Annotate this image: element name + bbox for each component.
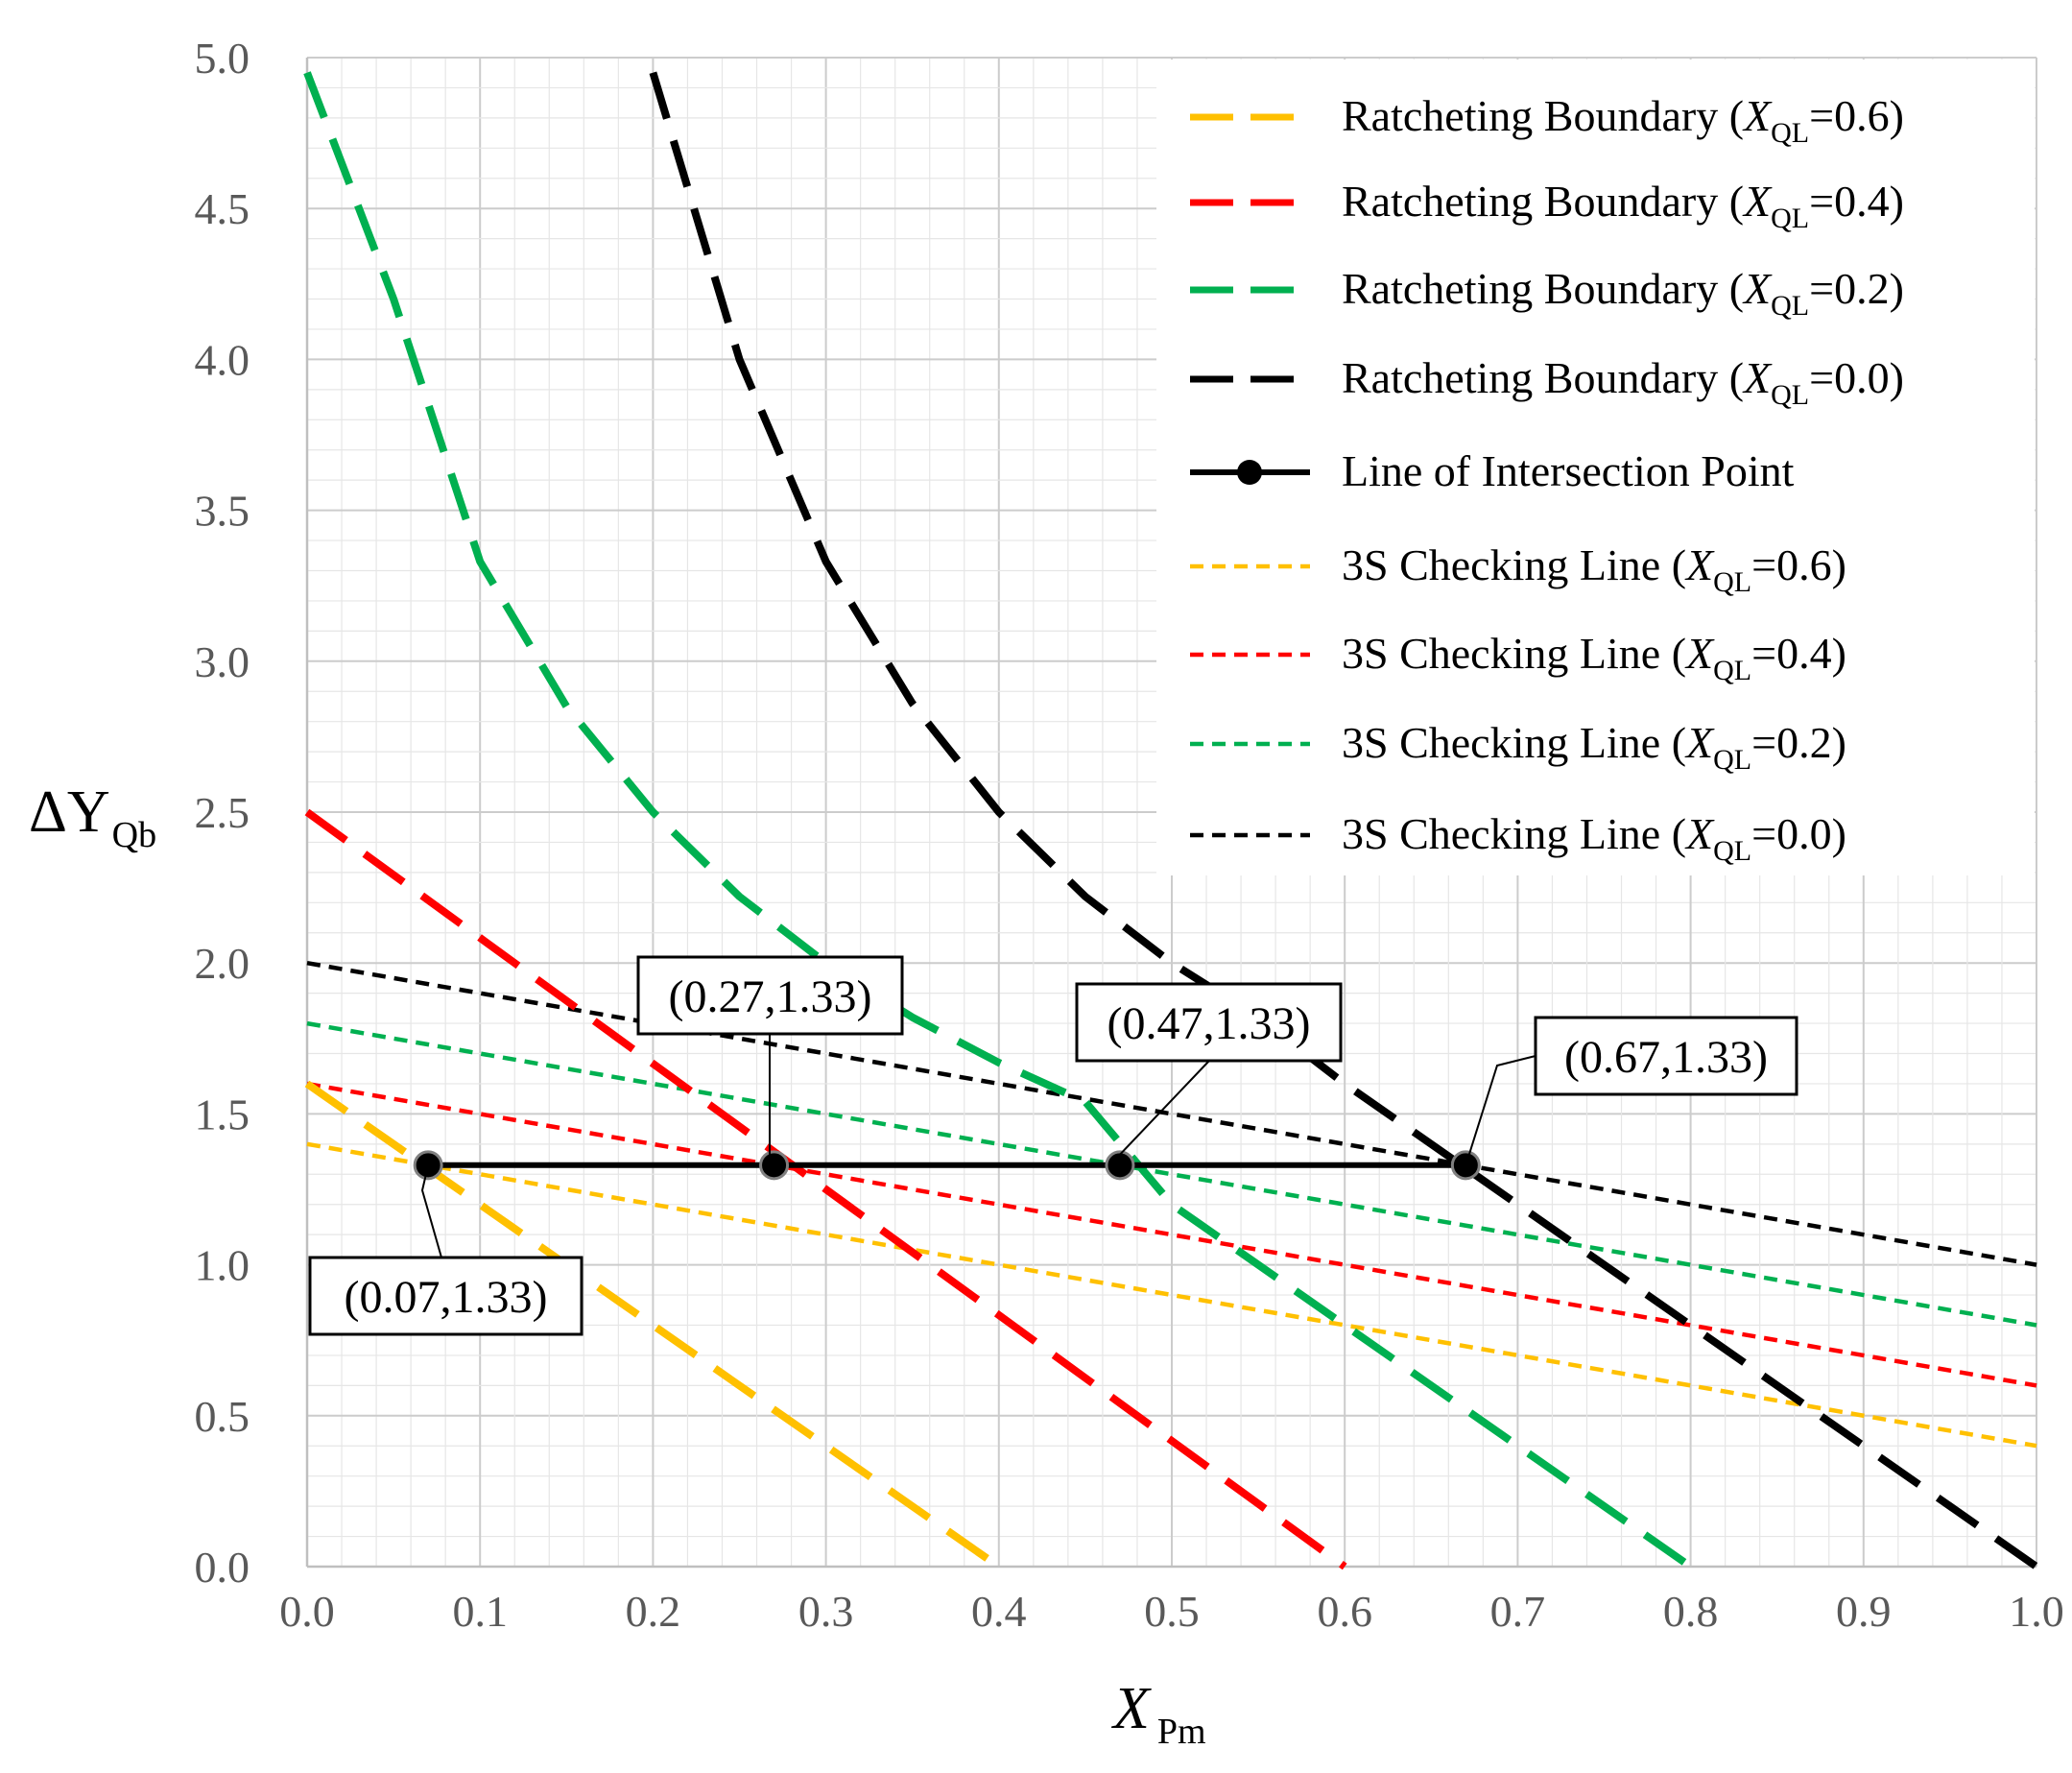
series-line: [306, 1081, 2037, 1388]
annotation-box: [636, 955, 904, 1036]
y-tick-label: 3.5: [195, 487, 250, 536]
annotation-box: [308, 1256, 583, 1336]
x-tick-label: 0.0: [279, 1587, 335, 1636]
y-tick-label: 0.0: [195, 1543, 250, 1592]
annotations: (0.07,1.33) (0.27,1.33) (0.47,1.33) (0.67,1…: [308, 955, 1798, 1336]
series-line: [306, 1141, 2037, 1449]
x-tick-label: 0.3: [798, 1587, 854, 1636]
y-tick-label: 2.5: [195, 788, 250, 837]
series-line: [304, 808, 1347, 1570]
axis-titles: X Pm ΔYQb: [29, 779, 1206, 1752]
y-tick-label: 1.5: [195, 1090, 250, 1138]
x-tick-label: 0.5: [1144, 1587, 1200, 1636]
legend-label: Ratcheting Boundary (XQL=0.4): [1342, 177, 1904, 234]
x-tick-label: 0.4: [971, 1587, 1027, 1636]
y-tick-label: 3.0: [195, 637, 250, 686]
legend-label: 3S Checking Line (XQL=0.4): [1342, 629, 1846, 686]
legend-label: 3S Checking Line (XQL=0.2): [1342, 718, 1846, 776]
y-tick-label: 4.5: [195, 184, 250, 233]
legend-label: Line of Intersection Point: [1342, 446, 1795, 495]
y-axis-title: ΔYQb: [29, 779, 156, 855]
annotation-label: (0.07,1.33): [345, 1272, 548, 1323]
annotation-leader: [1465, 1055, 1536, 1166]
series-line: [306, 1020, 2037, 1328]
legend-label: 3S Checking Line (XQL=0.6): [1342, 540, 1846, 598]
annotation-label: (0.47,1.33): [1107, 998, 1311, 1049]
annotation-label: (0.27,1.33): [669, 971, 872, 1022]
annotation-label: (0.67,1.33): [1564, 1032, 1768, 1083]
legend-label: 3S Checking Line (XQL=0.0): [1342, 809, 1846, 867]
annotation-leader: [420, 1164, 442, 1258]
tick-labels: 0.0 0.1 0.2 0.3 0.4 0.5 0.6 0.7 0.8 0.9 1.0 0.0 0.5 1…: [195, 34, 2064, 1636]
annotation-leader: [1111, 1060, 1210, 1166]
x-tick-label: 0.8: [1663, 1587, 1719, 1636]
series-line: [649, 71, 2039, 1570]
y-tick-label: 1.0: [195, 1241, 250, 1290]
y-tick-label: 2.0: [195, 939, 250, 988]
x-tick-label: 0.9: [1836, 1587, 1892, 1636]
y-tick-label: 4.0: [195, 335, 250, 384]
series-line: [306, 960, 2037, 1267]
legend-marker: [1237, 460, 1262, 485]
x-tick-label: 0.1: [452, 1587, 508, 1636]
legend: Ratcheting Boundary (XQL=0.6) Ratcheting …: [1156, 60, 2035, 875]
y-tick-label: 0.5: [195, 1392, 250, 1441]
annotation-box: [1075, 982, 1343, 1063]
legend-label: Ratcheting Boundary (XQL=0.6): [1342, 91, 1904, 149]
annotation-leader: [769, 1034, 775, 1166]
y-tick-label: 5.0: [195, 34, 250, 83]
x-tick-label: 0.2: [626, 1587, 681, 1636]
x-tick-label: 1.0: [2009, 1587, 2064, 1636]
legend-box: [1156, 60, 2035, 875]
legend-label: Ratcheting Boundary (XQL=0.2): [1342, 264, 1904, 322]
annotation-box: [1534, 1016, 1798, 1096]
x-tick-label: 0.6: [1317, 1587, 1372, 1636]
x-tick-label: 0.7: [1490, 1587, 1546, 1636]
legend-label: Ratcheting Boundary (XQL=0.0): [1342, 353, 1904, 411]
x-axis-title: X Pm: [1110, 1676, 1206, 1752]
